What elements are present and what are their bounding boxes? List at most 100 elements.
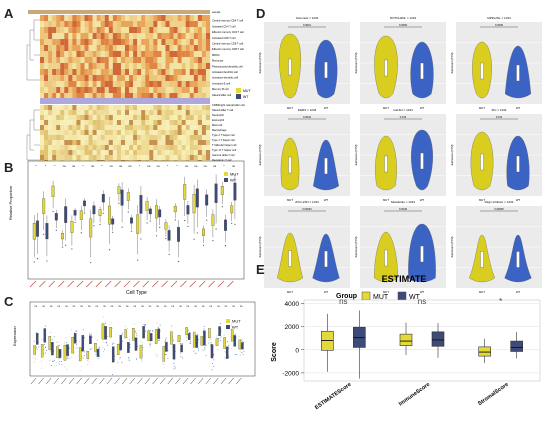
heatmap-cell: [40, 87, 45, 93]
heatmap-cell: [165, 120, 170, 125]
heatmap-cell: [165, 140, 170, 145]
panel-c-jitter-point: [63, 343, 65, 345]
heatmap-cell: [125, 39, 130, 45]
heatmap-cell: [205, 110, 211, 115]
panel-b-box: [36, 220, 39, 237]
heatmap-cell: [173, 27, 178, 33]
heatmap-cell: [96, 145, 101, 150]
heatmap-cell: [201, 39, 207, 45]
heatmap-cell: [169, 145, 174, 150]
heatmap-cell: [92, 150, 97, 155]
panel-c-jitter-point: [83, 351, 85, 353]
heatmap-cell: [153, 140, 158, 145]
heatmap-cell: [185, 57, 190, 63]
panel-b-outlier: [102, 212, 104, 214]
heatmap-cell: [112, 51, 118, 57]
heatmap-legend-mut: MUT: [243, 89, 251, 93]
heatmap-cell: [40, 125, 45, 130]
panel-c-jitter-point: [71, 329, 73, 331]
heatmap-cell: [189, 120, 194, 125]
heatmap-cell: [169, 140, 174, 145]
heatmap-cell: [120, 87, 126, 93]
heatmap-cell: [112, 145, 118, 150]
heatmap-cell: [92, 51, 97, 57]
heatmap-cell: [141, 155, 146, 160]
heatmap-cell: [48, 45, 53, 51]
heatmap-cell: [68, 140, 73, 145]
panel-b-box: [79, 210, 83, 220]
panel-c-jitter-point: [223, 334, 225, 336]
panel-c-jitter-point: [38, 346, 40, 348]
panel-c-legend-wt-swatch: [226, 325, 230, 329]
heatmap-cell: [169, 33, 174, 39]
heatmap-cell: [56, 51, 61, 57]
heatmap-cell: [60, 75, 65, 81]
panel-c-box: [48, 336, 52, 351]
heatmap-cell: [100, 21, 105, 27]
heatmap-cell: [169, 110, 174, 115]
heatmap-cell: [185, 125, 190, 130]
heatmap-cell: [165, 33, 170, 39]
heatmap-cell: [137, 105, 142, 110]
panel-c-jitter-point: [124, 337, 126, 339]
chart-title: ESTIMATE: [382, 274, 427, 284]
heatmap-cell: [165, 145, 170, 150]
heatmap-cell: [177, 27, 182, 33]
panel-c-box: [56, 346, 59, 358]
panel-c-jitter-point: [41, 339, 43, 341]
heatmap-cell: [76, 125, 81, 130]
heatmap-row-label: CD56bright natural killer cell: [212, 103, 245, 107]
panel-b-outlier: [121, 226, 123, 228]
heatmap-cell: [197, 140, 203, 145]
panel-b-box: [205, 194, 209, 206]
heatmap-cell: [181, 27, 186, 33]
heatmap-cell: [120, 21, 126, 27]
panel-b-box: [70, 221, 74, 233]
panel-c-jitter-point: [68, 357, 70, 359]
heatmap-cell: [84, 135, 89, 140]
panel-c-jitter-point: [218, 337, 220, 339]
heatmap-cell: [88, 27, 93, 33]
heatmap-cell: [48, 120, 53, 125]
heatmap-cell: [52, 33, 57, 39]
heatmap-cell: [100, 130, 105, 135]
violin-pvalue: 0.0042: [303, 115, 311, 119]
heatmap-cell: [133, 110, 138, 115]
heatmap-cell: [169, 51, 174, 57]
panel-b-box: [111, 218, 115, 225]
panel-c-sig-label: ns: [95, 305, 98, 308]
heatmap-cell: [157, 51, 162, 57]
violin-inner-box: [384, 59, 388, 77]
panel-c-xtick-label: [46, 377, 52, 385]
x-tick-label: ImmuneScore: [398, 382, 431, 408]
heatmap-cell: [76, 145, 81, 150]
heatmap-cell: [153, 150, 158, 155]
panel-c-box: [218, 326, 221, 336]
heatmap-cell: [173, 110, 178, 115]
violin-xtick-label: WT: [324, 106, 329, 110]
heatmap-cell: [161, 150, 166, 155]
heatmap-cell: [56, 63, 61, 69]
heatmap-cell: [145, 75, 150, 81]
panel-b-sig-label: *: [139, 164, 141, 168]
heatmap-cell: [129, 120, 134, 125]
heatmap-cell: [153, 75, 158, 81]
panel-c-box: [63, 345, 67, 361]
heatmap-cell: [165, 45, 170, 51]
panel-c-jitter-point: [133, 323, 135, 325]
heatmap-cell: [76, 155, 81, 160]
heatmap-cell: [52, 150, 57, 155]
heatmap-cell: [145, 33, 150, 39]
violin-ylabel: Expression (TPM): [354, 236, 358, 257]
panel-b-outlier: [215, 228, 217, 230]
heatmap-cell: [185, 115, 190, 120]
heatmap-cell: [96, 45, 101, 51]
heatmap-cell: [201, 140, 207, 145]
heatmap-cell: [104, 130, 109, 135]
heatmap-cell: [60, 69, 65, 75]
heatmap-cell: [189, 27, 194, 33]
heatmap-cell: [133, 75, 138, 81]
heatmap-cell: [169, 135, 174, 140]
heatmap-cell: [108, 150, 113, 155]
heatmap-row-label: sample: [212, 10, 221, 14]
